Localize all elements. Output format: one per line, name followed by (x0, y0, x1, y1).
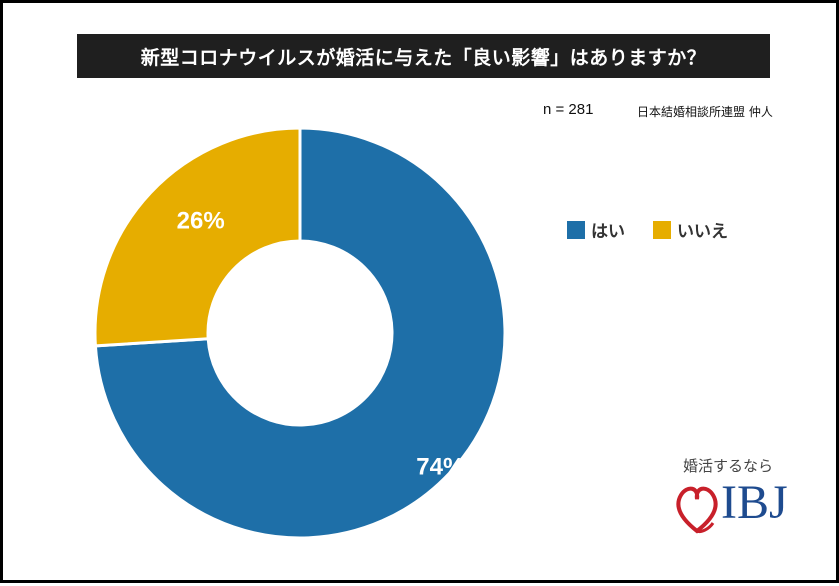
legend-swatch-no (653, 220, 671, 239)
source-label: 日本結婚相談所連盟 仲人 (637, 105, 773, 119)
sample-size-label: n = 281 (543, 101, 594, 118)
legend-item-no: いいえ (653, 217, 728, 242)
legend-label-no: いいえ (677, 222, 728, 242)
logo-tagline: 婚活するなら (683, 457, 774, 475)
donut-slice-yes (93, 126, 507, 540)
data-label-no: 26% (177, 208, 225, 235)
legend-item-yes: はい (567, 217, 625, 242)
donut-slice-no (93, 126, 302, 348)
heart-icon (676, 486, 718, 534)
donut-chart: 74% 26% (93, 126, 507, 540)
ibj-logo[interactable]: 婚活するなら IBJ (673, 455, 813, 545)
data-label-yes: 74% (416, 453, 464, 480)
legend: はい いいえ (567, 217, 750, 242)
chart-title: 新型コロナウイルスが婚活に与えた「良い影響」はありますか？ (77, 34, 770, 78)
logo-wordmark: IBJ (721, 476, 788, 529)
legend-label-yes: はい (591, 222, 625, 242)
legend-swatch-yes (567, 220, 585, 239)
